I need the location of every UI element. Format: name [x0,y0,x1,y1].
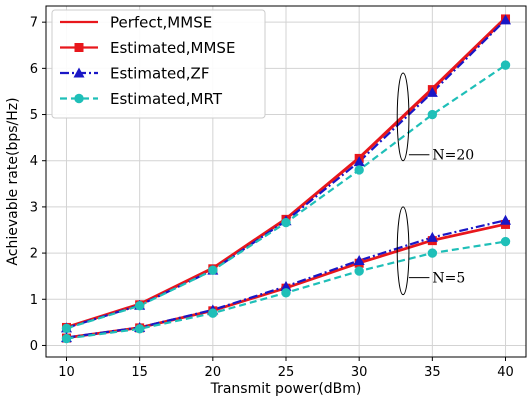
legend-marker [74,93,84,104]
data-point [61,333,72,344]
data-point [354,165,364,175]
x-tick-label: 35 [424,365,441,380]
data-point [208,265,218,275]
data-point [281,217,291,228]
legend-marker [73,67,85,78]
data-point [500,60,511,70]
y-tick-label: 2 [30,247,38,262]
x-tick-label: 40 [497,365,514,380]
data-point [500,14,512,25]
grid [46,6,526,357]
y-tick-label: 1 [30,293,38,308]
data-point [134,324,145,334]
x-tick-label: 30 [351,365,368,380]
data-point [353,156,365,167]
annotation-label: N=20 [432,148,474,164]
tick-layer: 10 15 20 25 30 35 40 0 1 2 3 4 5 6 7 [30,16,514,380]
annotation-ellipse [396,72,410,162]
x-tick-label: 15 [131,365,148,380]
legend-label: Perfect,MMSE [110,14,212,32]
data-point [426,231,438,242]
x-axis-label: Transmit power(dBm) [210,381,362,397]
data-point [500,236,511,247]
data-point [61,323,72,334]
y-tick-label: 3 [30,200,38,215]
data-point [281,288,291,298]
y-tick-label: 0 [30,339,38,354]
y-axis-label: Achievable rate(bps/Hz) [5,97,21,265]
y-tick-label: 5 [30,108,38,123]
x-tick-label: 25 [278,365,295,380]
y-tick-label: 7 [30,16,38,31]
annotation-ellipse [396,206,410,296]
series-layer [60,14,512,344]
data-point [426,86,438,97]
legend-label: Estimated,MMSE [110,39,235,57]
legend-label: Estimated,MRT [110,90,223,108]
annotation-label: N=5 [432,271,465,287]
data-point [353,254,365,265]
data-point [427,248,438,258]
y-tick-label: 6 [30,62,38,77]
legend-label: Estimated,ZF [110,65,209,83]
legend: Perfect,MMSE Estimated,MMSE Estimated,ZF Es… [51,9,266,119]
data-point [500,214,512,225]
x-tick-label: 20 [205,365,222,380]
data-point [134,301,145,311]
data-point [280,280,292,291]
legend-marker [74,43,84,52]
annotation-layer: N=20 N=5 [396,72,474,296]
data-point [427,109,438,120]
y-tick-label: 4 [30,154,38,169]
data-point [354,266,364,276]
data-point [208,308,218,318]
legend-box [51,9,266,119]
x-tick-label: 10 [58,365,75,380]
